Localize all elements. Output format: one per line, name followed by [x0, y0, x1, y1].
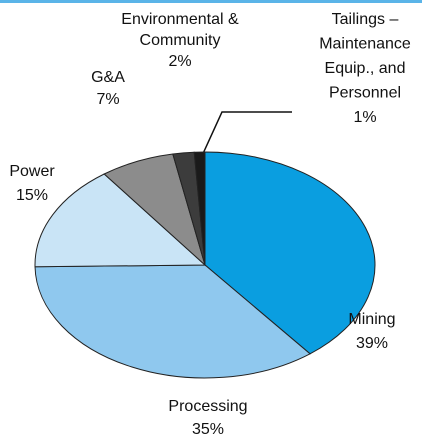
slice-label: G&A — [91, 69, 125, 86]
slice-label: Maintenance — [319, 36, 411, 53]
slice-value-label: 39% — [356, 335, 388, 352]
slice-label: Personnel — [329, 85, 401, 102]
pie-slice — [34, 264, 311, 379]
slice-value-label: 35% — [192, 421, 224, 437]
leader-line — [200, 111, 292, 159]
slice-label: Mining — [348, 311, 395, 328]
pie-slice — [204, 151, 376, 355]
slice-value-label: 1% — [353, 109, 376, 126]
slice-label: Processing — [168, 398, 247, 415]
slice-value-label: 2% — [168, 53, 191, 70]
slice-label: Community — [140, 32, 221, 49]
pie-slice — [34, 173, 207, 268]
slice-label: Tailings – — [332, 11, 399, 28]
pie-slice — [193, 151, 206, 266]
slice-value-label: 15% — [16, 187, 48, 204]
slice-label: Power — [9, 163, 55, 180]
slice-label: Equip., and — [325, 60, 406, 77]
slice-label: Environmental & — [121, 11, 239, 28]
top-rule — [0, 0, 422, 3]
slice-value-label: 7% — [96, 91, 119, 108]
